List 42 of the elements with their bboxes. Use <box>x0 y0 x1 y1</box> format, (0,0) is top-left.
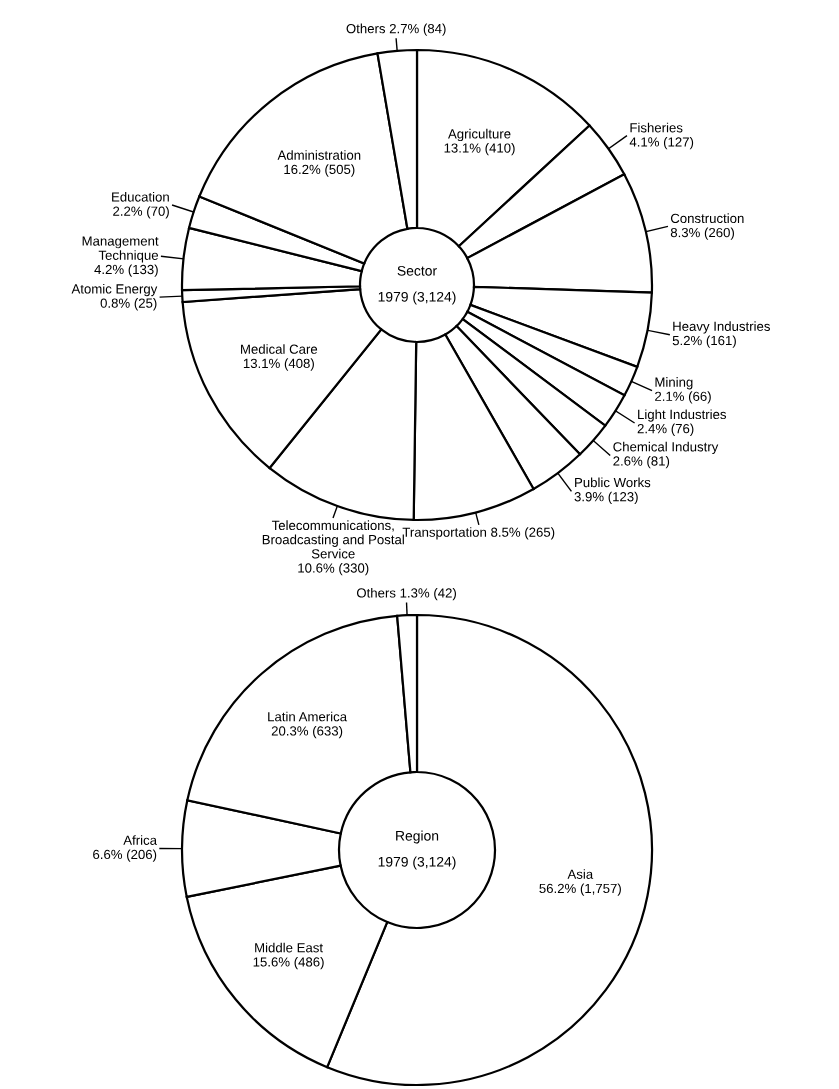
data-label: 2.1% (66) <box>655 391 711 404</box>
data-label: 8.3% (260) <box>670 227 734 240</box>
slice-label: Others 2.7% (84) <box>346 23 446 36</box>
data-label: 0.8% (25) <box>100 298 157 311</box>
slice-label: Atomic Energy <box>71 283 158 297</box>
slice-label: Light Industries <box>638 409 727 422</box>
data-label: 2.2% (70) <box>113 206 169 219</box>
slice-label: Transportation 8.5% (265) <box>402 527 555 540</box>
slice-label: Construction <box>670 213 744 224</box>
slice-label: Education <box>112 191 169 202</box>
slice-label: Chemical Industry <box>613 441 719 455</box>
data-label: 4.1% (127) <box>629 136 694 150</box>
data-label: 4.2% (133) <box>94 264 158 277</box>
data-label: 13.1% (408) <box>243 358 314 371</box>
text: Region <box>396 830 439 844</box>
slice-label: Africa <box>123 835 157 845</box>
slice-label: Administration <box>277 150 361 160</box>
slice-label: Heavy Industries <box>673 321 770 334</box>
slice-label: Latin America <box>268 711 348 722</box>
data-label: 56.2% (1,757) <box>539 883 621 896</box>
slice-label: Medical Care <box>241 344 318 354</box>
data-label: 2.6% (81) <box>613 456 670 469</box>
text: 1979 (3,124) <box>378 856 456 870</box>
data-label: 15.6% (486) <box>253 956 324 970</box>
slice-label: Fisheries <box>630 122 683 133</box>
data-label: 16.2% (505) <box>284 164 355 177</box>
data-label: 6.6% (206) <box>93 849 157 862</box>
data-label: 13.1% (410) <box>444 143 515 156</box>
data-label: 5.2% (161) <box>672 335 736 348</box>
text: Sector <box>397 265 437 276</box>
data-label: 3.9% (123) <box>574 491 638 504</box>
slice-label: Public Works <box>575 477 651 488</box>
slice-label: Middle East <box>255 942 323 953</box>
slice-label: Asia <box>567 869 594 879</box>
text: 1979 (3,124) <box>378 291 456 305</box>
slice-label: Mining <box>655 377 693 390</box>
slice-label: Agriculture <box>448 128 511 142</box>
slice-label: Management Technique <box>82 236 159 263</box>
data-label: 20.3% (633) <box>271 725 343 739</box>
data-label: 2.4% (76) <box>637 423 694 436</box>
data-label: 10.6% (330) <box>298 563 369 576</box>
slice-label: Others 1.3% (42) <box>356 587 456 601</box>
